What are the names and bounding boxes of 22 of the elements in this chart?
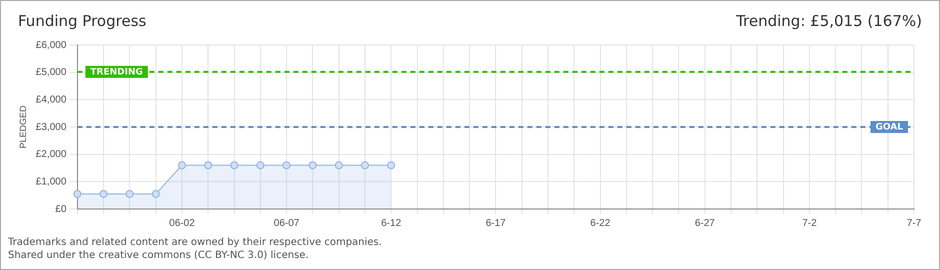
y-tick-label: £5,000 xyxy=(36,67,67,78)
text: Shared under the creative commons (CC BY-NC 3.0) license. xyxy=(8,250,309,261)
y-tick-label: £1,000 xyxy=(36,176,67,188)
x-tick-label: 06-07 xyxy=(274,218,300,229)
y-tick-label: £4,000 xyxy=(36,94,67,106)
y-tick-label: £3,000 xyxy=(36,122,67,133)
y-tick-label: £6,000 xyxy=(36,40,67,51)
y-axis-title: PLEDGED xyxy=(18,104,28,149)
x-tick-label: 7-7 xyxy=(906,218,922,229)
x-tick-label: 6-17 xyxy=(486,218,506,229)
text: Trending: £5,015 (167%) xyxy=(736,12,922,30)
y-tick-label: £0 xyxy=(55,204,67,215)
x-tick-label: 6-12 xyxy=(381,218,402,229)
x-tick-label: 7-2 xyxy=(802,218,818,229)
ref-line-label: GOAL xyxy=(876,122,904,132)
y-tick-label: £2,000 xyxy=(36,149,67,160)
text: Trademarks and related content are owned by their respective companies. xyxy=(8,237,382,248)
x-tick-label: 06-02 xyxy=(169,218,196,229)
x-tick-label: 6-27 xyxy=(694,218,716,229)
chart-title: Funding Progress xyxy=(18,12,146,30)
ref-line-label: TRENDING xyxy=(90,67,143,78)
x-tick-label: 6-22 xyxy=(590,218,611,229)
